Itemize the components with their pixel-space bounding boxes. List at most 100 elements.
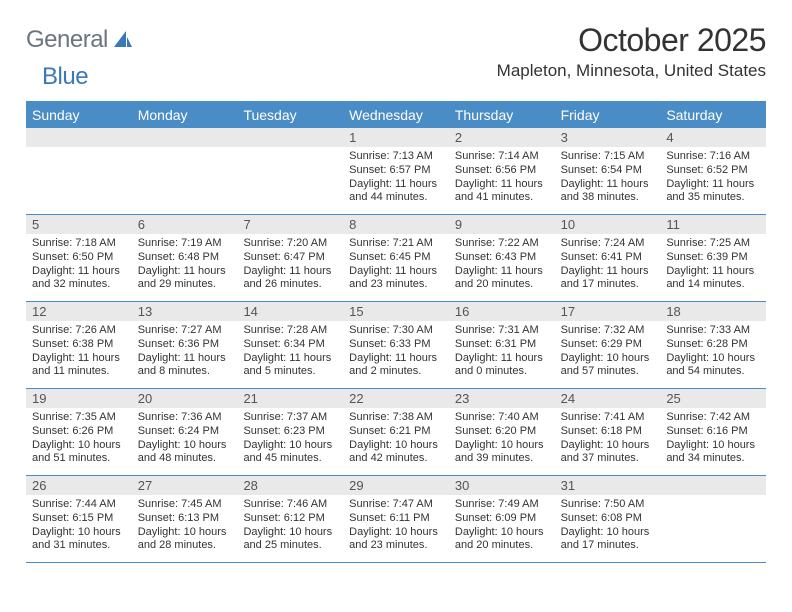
day-cell: 27Sunrise: 7:45 AMSunset: 6:13 PMDayligh…	[132, 476, 238, 562]
daylight-line-1: Daylight: 10 hours	[243, 526, 337, 540]
daylight-line-2: and 57 minutes.	[561, 365, 655, 379]
daylight-line-1: Daylight: 10 hours	[561, 439, 655, 453]
daylight-line-1: Daylight: 10 hours	[32, 526, 126, 540]
day-number: 23	[449, 389, 555, 408]
daylight-line-2: and 44 minutes.	[349, 191, 443, 205]
daylight-line-1: Daylight: 11 hours	[32, 265, 126, 279]
day-number: 25	[660, 389, 766, 408]
day-header-row: Sunday Monday Tuesday Wednesday Thursday…	[26, 103, 766, 128]
sunset-line: Sunset: 6:54 PM	[561, 164, 655, 178]
sunrise-line: Sunrise: 7:36 AM	[138, 411, 232, 425]
sunset-line: Sunset: 6:48 PM	[138, 251, 232, 265]
daylight-line-1: Daylight: 11 hours	[243, 265, 337, 279]
sunset-line: Sunset: 6:29 PM	[561, 338, 655, 352]
sunset-line: Sunset: 6:33 PM	[349, 338, 443, 352]
daylight-line-1: Daylight: 10 hours	[666, 439, 760, 453]
dayhead-friday: Friday	[555, 103, 661, 128]
daylight-line-2: and 11 minutes.	[32, 365, 126, 379]
day-number: 8	[343, 215, 449, 234]
sunset-line: Sunset: 6:38 PM	[32, 338, 126, 352]
dayhead-tuesday: Tuesday	[237, 103, 343, 128]
sunrise-line: Sunrise: 7:30 AM	[349, 324, 443, 338]
sunset-line: Sunset: 6:36 PM	[138, 338, 232, 352]
sunset-line: Sunset: 6:50 PM	[32, 251, 126, 265]
day-details: Sunrise: 7:50 AMSunset: 6:08 PMDaylight:…	[555, 495, 661, 557]
daylight-line-2: and 32 minutes.	[32, 278, 126, 292]
day-cell: 3Sunrise: 7:15 AMSunset: 6:54 PMDaylight…	[555, 128, 661, 214]
sunset-line: Sunset: 6:43 PM	[455, 251, 549, 265]
daylight-line-2: and 8 minutes.	[138, 365, 232, 379]
daylight-line-1: Daylight: 10 hours	[561, 352, 655, 366]
day-number: 22	[343, 389, 449, 408]
daylight-line-2: and 2 minutes.	[349, 365, 443, 379]
day-number: 6	[132, 215, 238, 234]
dayhead-wednesday: Wednesday	[343, 103, 449, 128]
sunrise-line: Sunrise: 7:16 AM	[666, 150, 760, 164]
day-details: Sunrise: 7:19 AMSunset: 6:48 PMDaylight:…	[132, 234, 238, 296]
day-cell: 22Sunrise: 7:38 AMSunset: 6:21 PMDayligh…	[343, 389, 449, 475]
calendar: Sunday Monday Tuesday Wednesday Thursday…	[26, 101, 766, 563]
day-number: 16	[449, 302, 555, 321]
sunrise-line: Sunrise: 7:24 AM	[561, 237, 655, 251]
day-number: 4	[660, 128, 766, 147]
sunrise-line: Sunrise: 7:14 AM	[455, 150, 549, 164]
sunset-line: Sunset: 6:20 PM	[455, 425, 549, 439]
day-cell: 28Sunrise: 7:46 AMSunset: 6:12 PMDayligh…	[237, 476, 343, 562]
day-number: 29	[343, 476, 449, 495]
day-cell: 11Sunrise: 7:25 AMSunset: 6:39 PMDayligh…	[660, 215, 766, 301]
day-details: Sunrise: 7:47 AMSunset: 6:11 PMDaylight:…	[343, 495, 449, 557]
sunset-line: Sunset: 6:18 PM	[561, 425, 655, 439]
day-details: Sunrise: 7:40 AMSunset: 6:20 PMDaylight:…	[449, 408, 555, 470]
day-cell: 8Sunrise: 7:21 AMSunset: 6:45 PMDaylight…	[343, 215, 449, 301]
daylight-line-2: and 26 minutes.	[243, 278, 337, 292]
day-number: 3	[555, 128, 661, 147]
sunset-line: Sunset: 6:34 PM	[243, 338, 337, 352]
daylight-line-2: and 35 minutes.	[666, 191, 760, 205]
day-number: 27	[132, 476, 238, 495]
sunset-line: Sunset: 6:41 PM	[561, 251, 655, 265]
day-cell: 24Sunrise: 7:41 AMSunset: 6:18 PMDayligh…	[555, 389, 661, 475]
dayhead-saturday: Saturday	[660, 103, 766, 128]
day-cell: 29Sunrise: 7:47 AMSunset: 6:11 PMDayligh…	[343, 476, 449, 562]
dayhead-sunday: Sunday	[26, 103, 132, 128]
sunrise-line: Sunrise: 7:47 AM	[349, 498, 443, 512]
sunrise-line: Sunrise: 7:45 AM	[138, 498, 232, 512]
daylight-line-1: Daylight: 11 hours	[349, 352, 443, 366]
logo-word-blue: Blue	[42, 63, 88, 90]
day-cell: 14Sunrise: 7:28 AMSunset: 6:34 PMDayligh…	[237, 302, 343, 388]
daylight-line-2: and 54 minutes.	[666, 365, 760, 379]
day-cell: 21Sunrise: 7:37 AMSunset: 6:23 PMDayligh…	[237, 389, 343, 475]
day-number: .	[237, 128, 343, 147]
day-details: Sunrise: 7:21 AMSunset: 6:45 PMDaylight:…	[343, 234, 449, 296]
daylight-line-1: Daylight: 10 hours	[349, 526, 443, 540]
logo-word-general: General	[26, 26, 108, 54]
day-number: 30	[449, 476, 555, 495]
day-details: Sunrise: 7:24 AMSunset: 6:41 PMDaylight:…	[555, 234, 661, 296]
day-details: Sunrise: 7:42 AMSunset: 6:16 PMDaylight:…	[660, 408, 766, 470]
day-details: Sunrise: 7:13 AMSunset: 6:57 PMDaylight:…	[343, 147, 449, 209]
day-number: 24	[555, 389, 661, 408]
daylight-line-2: and 39 minutes.	[455, 452, 549, 466]
sunset-line: Sunset: 6:23 PM	[243, 425, 337, 439]
day-cell: 12Sunrise: 7:26 AMSunset: 6:38 PMDayligh…	[26, 302, 132, 388]
daylight-line-2: and 25 minutes.	[243, 539, 337, 553]
day-cell: 2Sunrise: 7:14 AMSunset: 6:56 PMDaylight…	[449, 128, 555, 214]
daylight-line-2: and 20 minutes.	[455, 539, 549, 553]
day-details: Sunrise: 7:25 AMSunset: 6:39 PMDaylight:…	[660, 234, 766, 296]
day-number: .	[660, 476, 766, 495]
daylight-line-2: and 20 minutes.	[455, 278, 549, 292]
day-cell: 18Sunrise: 7:33 AMSunset: 6:28 PMDayligh…	[660, 302, 766, 388]
daylight-line-1: Daylight: 11 hours	[138, 352, 232, 366]
day-cell: 16Sunrise: 7:31 AMSunset: 6:31 PMDayligh…	[449, 302, 555, 388]
day-cell: 6Sunrise: 7:19 AMSunset: 6:48 PMDaylight…	[132, 215, 238, 301]
day-details: Sunrise: 7:27 AMSunset: 6:36 PMDaylight:…	[132, 321, 238, 383]
day-cell: 25Sunrise: 7:42 AMSunset: 6:16 PMDayligh…	[660, 389, 766, 475]
day-details: Sunrise: 7:44 AMSunset: 6:15 PMDaylight:…	[26, 495, 132, 557]
sail-icon	[112, 29, 134, 51]
sunrise-line: Sunrise: 7:18 AM	[32, 237, 126, 251]
day-details: Sunrise: 7:28 AMSunset: 6:34 PMDaylight:…	[237, 321, 343, 383]
daylight-line-2: and 31 minutes.	[32, 539, 126, 553]
day-number: 2	[449, 128, 555, 147]
day-details: Sunrise: 7:22 AMSunset: 6:43 PMDaylight:…	[449, 234, 555, 296]
day-number: 19	[26, 389, 132, 408]
